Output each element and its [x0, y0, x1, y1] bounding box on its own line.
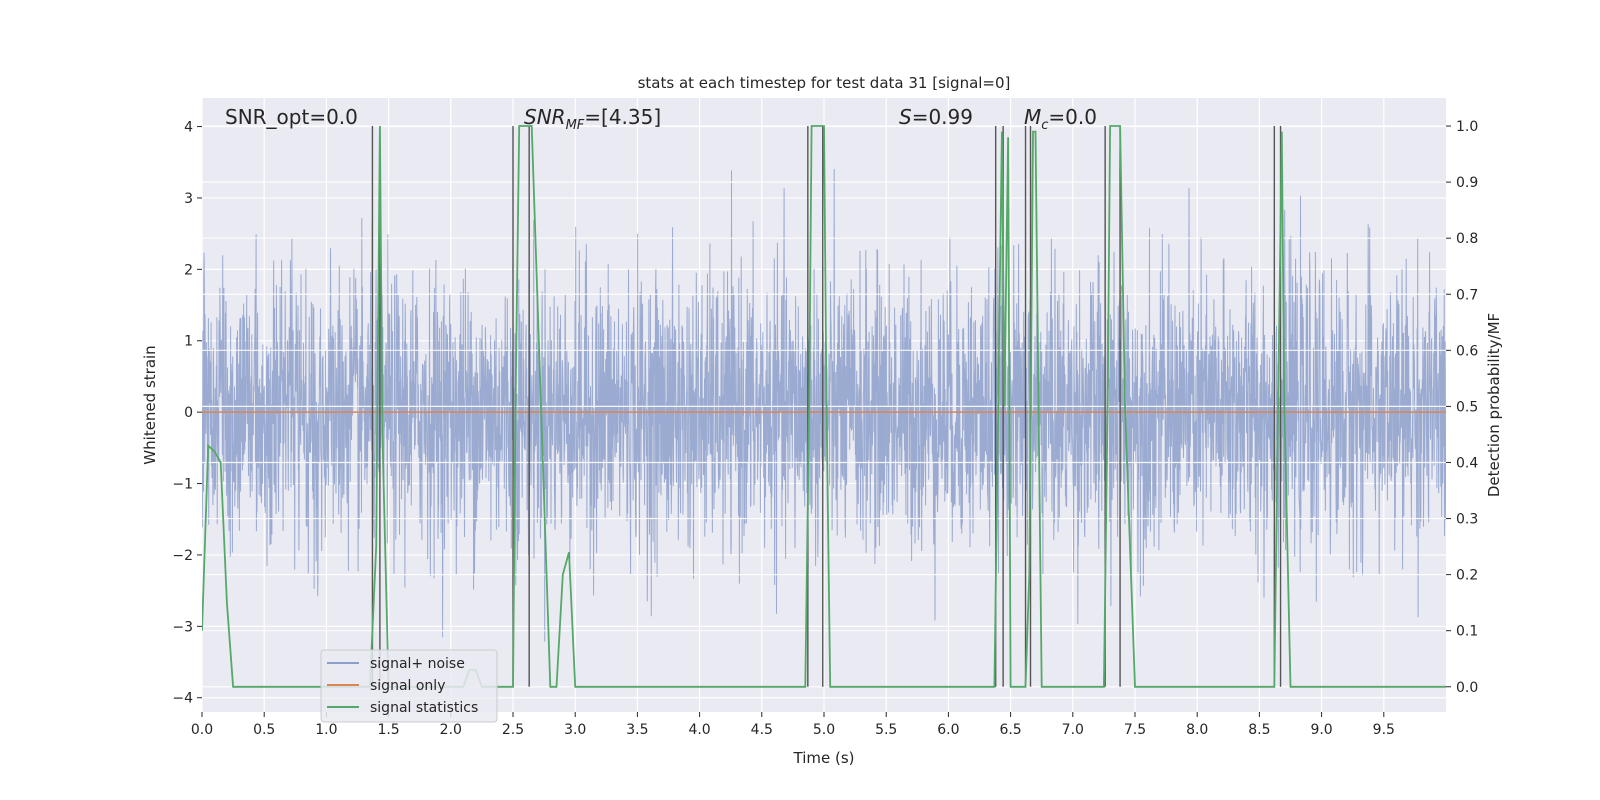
annotation-mc-value: =0.0 — [1048, 105, 1097, 129]
legend-label-signal-only: signal only — [370, 678, 445, 694]
y-tick-label: −2 — [172, 548, 193, 564]
annotation-snr-mf-subscript: MF — [566, 118, 585, 133]
y-tick-label: 0 — [184, 405, 193, 421]
x-tick-label: 0.0 — [191, 722, 213, 738]
x-tick-label: 5.0 — [813, 722, 835, 738]
chart-title: stats at each timestep for test data 31 … — [638, 74, 1011, 92]
annotation-snr-mf: SNRMF=[4.35] — [524, 105, 661, 133]
y-right-tick-label: 0.1 — [1456, 624, 1478, 640]
x-axis-label: Time (s) — [793, 749, 855, 767]
y-tick-label: 4 — [184, 120, 193, 136]
line-signal-plus-noise — [202, 169, 1446, 642]
x-tick-label: 8.5 — [1248, 722, 1270, 738]
x-tick-label: 6.0 — [937, 722, 959, 738]
y-right-axis-ticks: 0.0 0.1 0.2 0.3 0.4 0.5 0.6 0.7 0.8 0.9 1.0 — [1446, 119, 1478, 696]
legend: signal+ noise signal only signal statist… — [320, 649, 498, 723]
y-right-tick-label: 0.2 — [1456, 568, 1478, 584]
x-tick-label: 5.5 — [875, 722, 897, 738]
y-right-tick-label: 0.4 — [1456, 455, 1478, 471]
y-tick-label: 3 — [184, 191, 193, 207]
y-right-tick-label: 0.0 — [1456, 680, 1478, 696]
annotation-snr-opt: SNR_opt=0.0 — [225, 105, 358, 129]
annotation-snr-mf-symbol: SNR — [524, 105, 566, 129]
x-tick-label: 3.5 — [626, 722, 648, 738]
y-tick-label: 2 — [184, 262, 193, 278]
line-signal-statistics — [202, 125, 1446, 688]
x-tick-label: 4.0 — [688, 722, 710, 738]
y-tick-label: −3 — [172, 619, 193, 635]
y-tick-label: −1 — [172, 477, 193, 493]
x-tick-label: 8.0 — [1186, 722, 1208, 738]
series-signal-statistics — [202, 125, 1446, 688]
y-right-tick-label: 1.0 — [1456, 119, 1478, 135]
x-tick-label: 7.5 — [1124, 722, 1146, 738]
annotation-snr-mf-value: =[4.35] — [584, 105, 661, 129]
y-axis-label: Whitened strain — [141, 345, 159, 464]
x-tick-label: 6.5 — [999, 722, 1021, 738]
annotation-mc: Mc=0.0 — [1024, 105, 1097, 133]
series-signal-plus-noise — [202, 169, 1446, 642]
x-tick-label: 0.5 — [253, 722, 275, 738]
y-right-tick-label: 0.8 — [1456, 231, 1478, 247]
legend-label-signal-statistics: signal statistics — [370, 700, 478, 716]
x-tick-label: 1.0 — [315, 722, 337, 738]
y-tick-label: 1 — [184, 334, 193, 350]
x-tick-label: 1.5 — [377, 722, 399, 738]
y-right-tick-label: 0.9 — [1456, 175, 1478, 191]
y-right-tick-label: 0.6 — [1456, 343, 1478, 359]
y-right-axis-label: Detection probability/MF — [1485, 313, 1503, 497]
x-tick-label: 9.0 — [1310, 722, 1332, 738]
x-axis-ticks: 0.0 0.5 1.0 1.5 2.0 2.5 3.0 3.5 4.0 4.5 5.0 5.5 6.0 6… — [191, 712, 1395, 738]
x-tick-label: 2.5 — [502, 722, 524, 738]
x-tick-label: 2.0 — [440, 722, 462, 738]
y-axis-ticks: −4 −3 −2 −1 0 1 2 3 4 — [172, 120, 202, 707]
annotation-mc-subscript: c — [1041, 118, 1048, 133]
y-tick-label: −4 — [172, 691, 193, 707]
annotation-s-value: =0.99 — [912, 105, 973, 129]
annotation-s-symbol: S — [899, 105, 912, 129]
x-tick-label: 7.0 — [1062, 722, 1084, 738]
y-right-tick-label: 0.3 — [1456, 512, 1478, 528]
y-right-tick-label: 0.7 — [1456, 287, 1478, 303]
x-tick-label: 4.5 — [751, 722, 773, 738]
x-tick-label: 9.5 — [1373, 722, 1395, 738]
x-tick-label: 3.0 — [564, 722, 586, 738]
grid-right-axis — [202, 125, 1446, 688]
legend-label-signal-plus-noise: signal+ noise — [370, 656, 465, 672]
legend-box — [320, 649, 498, 723]
annotation-mc-symbol: M — [1024, 105, 1041, 129]
y-right-tick-label: 0.5 — [1456, 399, 1478, 415]
annotation-s: S=0.99 — [899, 105, 973, 129]
